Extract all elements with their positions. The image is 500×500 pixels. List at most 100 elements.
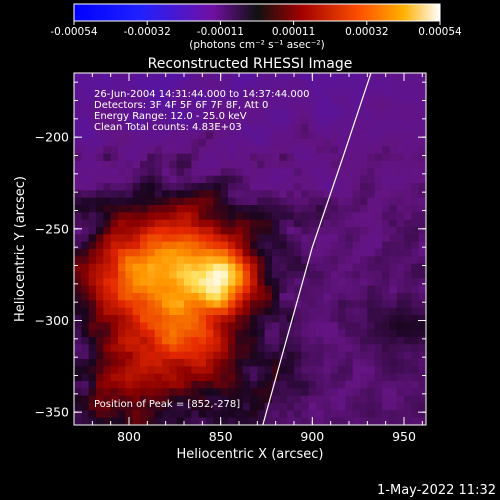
heatmap-cell	[411, 219, 420, 228]
heatmap-cell	[132, 329, 141, 338]
heatmap-cell	[308, 153, 317, 162]
heatmap-cell	[228, 131, 236, 140]
heatmap-cell	[162, 227, 170, 235]
heatmap-cell	[294, 344, 302, 353]
heatmap-cell	[176, 395, 185, 404]
heatmap-cell	[286, 153, 295, 162]
heatmap-cell	[411, 73, 420, 81]
annotation-energy-range: Energy Range: 12.0 - 25.0 keV	[94, 111, 247, 122]
heatmap-cell	[374, 95, 383, 103]
heatmap-cell	[396, 234, 405, 243]
heatmap-cell	[228, 124, 236, 133]
heatmap-cell	[154, 87, 163, 96]
heatmap-cell	[257, 102, 266, 111]
heatmap-cell	[279, 351, 288, 360]
heatmap-cell	[154, 139, 163, 147]
heatmap-cell	[88, 263, 97, 272]
heatmap-cell	[352, 293, 361, 301]
heatmap-cell	[206, 263, 214, 272]
heatmap-cell	[279, 205, 288, 213]
colorbar-tick-label: 0.00011	[272, 26, 315, 38]
heatmap-cell	[338, 329, 346, 338]
heatmap-cell	[323, 388, 332, 397]
heatmap-cell	[272, 102, 280, 111]
heatmap-cell	[147, 373, 156, 382]
heatmap-cell	[88, 322, 97, 331]
heatmap-cell	[213, 175, 222, 184]
heatmap-cell	[279, 139, 288, 147]
heatmap-cell	[140, 183, 148, 191]
heatmap-cell	[228, 168, 236, 177]
heatmap-cell	[169, 403, 178, 411]
heatmap-cell	[279, 175, 288, 184]
heatmap-cell	[103, 205, 112, 213]
heatmap-cell	[279, 234, 288, 243]
heatmap-cell	[367, 139, 376, 147]
heatmap-cell	[367, 175, 376, 184]
heatmap-cell	[411, 205, 420, 213]
heatmap-cell	[213, 153, 222, 162]
heatmap-cell	[301, 329, 310, 338]
heatmap-cell	[272, 271, 280, 279]
heatmap-cell	[286, 234, 295, 243]
heatmap-cell	[286, 139, 295, 147]
heatmap-cell	[198, 271, 207, 279]
heatmap-cell	[360, 87, 368, 96]
heatmap-cell	[404, 175, 412, 184]
heatmap-cell	[206, 205, 214, 213]
heatmap-cell	[308, 146, 317, 155]
heatmap-cell	[242, 256, 251, 265]
heatmap-cell	[74, 337, 82, 345]
heatmap-cell	[367, 388, 376, 397]
heatmap-cell	[308, 263, 317, 272]
heatmap-cell	[352, 337, 361, 345]
heatmap-cell	[206, 373, 214, 382]
heatmap-cell	[110, 146, 119, 155]
heatmap-cell	[154, 366, 163, 375]
heatmap-cell	[323, 168, 332, 177]
heatmap-cell	[360, 131, 368, 140]
heatmap-cell	[389, 80, 398, 89]
heatmap-cell	[228, 190, 236, 199]
heatmap-cell	[352, 139, 361, 147]
heatmap-cell	[235, 366, 244, 375]
heatmap-cell	[382, 359, 390, 367]
heatmap-cell	[235, 344, 244, 353]
heatmap-cell	[316, 139, 324, 147]
heatmap-cell	[198, 227, 207, 235]
heatmap-cell	[184, 366, 192, 375]
heatmap-cell	[374, 139, 383, 147]
heatmap-cell	[301, 344, 310, 353]
heatmap-cell	[286, 183, 295, 191]
heatmap-cell	[418, 153, 426, 162]
heatmap-cell	[257, 161, 266, 169]
heatmap-cell	[323, 117, 332, 125]
heatmap-cell	[103, 278, 112, 287]
heatmap-cell	[279, 131, 288, 140]
heatmap-cell	[382, 395, 390, 404]
heatmap-cell	[132, 139, 141, 147]
heatmap-cell	[389, 161, 398, 169]
heatmap-cell	[338, 373, 346, 382]
heatmap-cell	[74, 87, 82, 96]
heatmap-cell	[103, 124, 112, 133]
heatmap-cell	[330, 153, 339, 162]
heatmap-cell	[316, 241, 324, 250]
heatmap-cell	[272, 146, 280, 155]
heatmap-cell	[257, 271, 266, 279]
heatmap-cell	[367, 249, 376, 257]
heatmap-cell	[125, 322, 134, 331]
heatmap-cell	[374, 373, 383, 382]
heatmap-cell	[206, 278, 214, 287]
heatmap-cell	[294, 190, 302, 199]
heatmap-cell	[213, 278, 222, 287]
heatmap-cell	[411, 403, 420, 411]
heatmap-cell	[118, 271, 126, 279]
heatmap-cell	[81, 161, 90, 169]
heatmap-cell	[286, 329, 295, 338]
heatmap-cell	[162, 87, 170, 96]
heatmap-cell	[213, 403, 222, 411]
heatmap-cell	[184, 315, 192, 323]
heatmap-cell	[176, 417, 185, 425]
heatmap-cell	[389, 351, 398, 360]
